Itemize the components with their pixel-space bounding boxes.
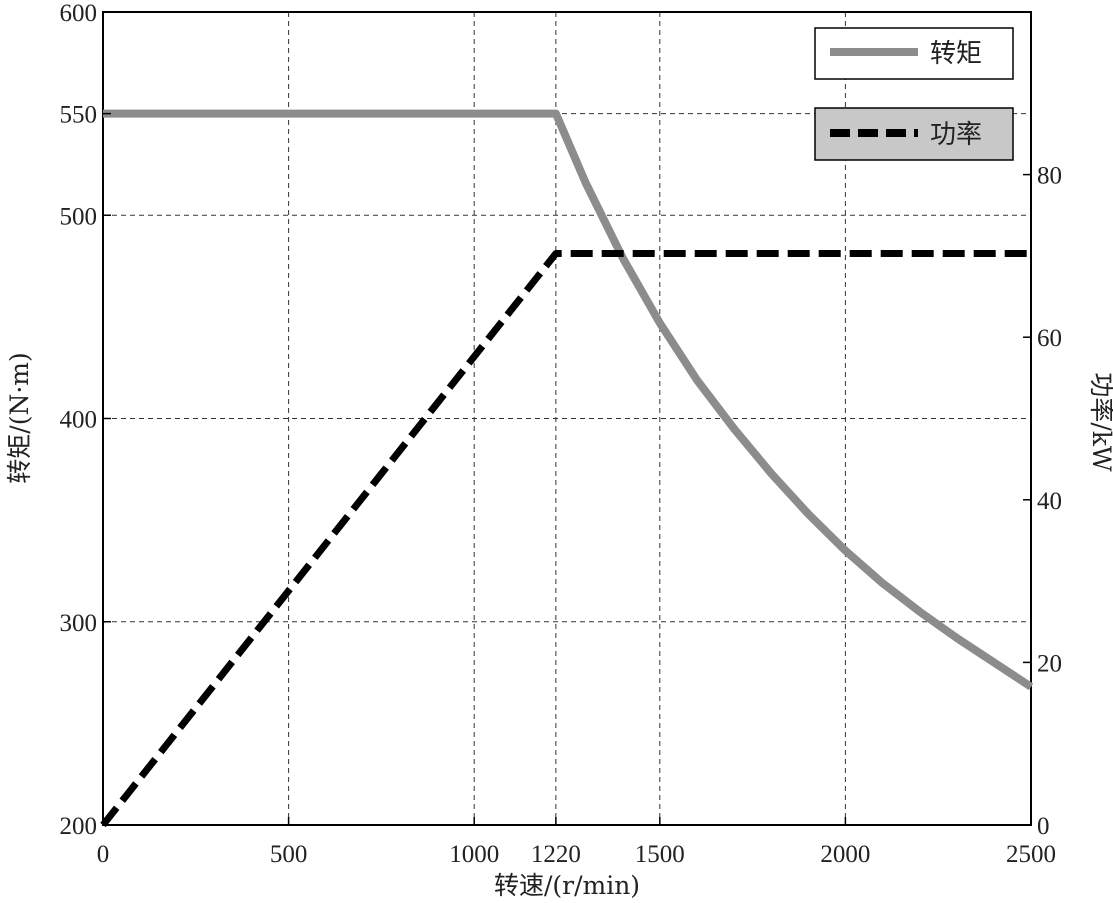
y-right-tick-label-60: 60 xyxy=(1037,325,1062,352)
legend-torque-label: 转矩 xyxy=(930,39,982,69)
y-left-tick-label-500: 500 xyxy=(60,203,98,230)
x-tick-label-0: 0 xyxy=(97,841,110,868)
y-axis-right-title: 功率/kW xyxy=(1087,372,1113,472)
x-tick-label-1220: 1220 xyxy=(531,841,581,868)
x-tick-label-2000: 2000 xyxy=(820,841,870,868)
series-layer xyxy=(100,109,1034,828)
y-axis-left-title: 转矩/(N·m) xyxy=(5,352,34,483)
x-tick-label-2500: 2500 xyxy=(1006,841,1056,868)
tick-labels: 0 500 1000 1220 1500 2000 25002003004005005506… xyxy=(60,0,1063,868)
y-left-tick-label-300: 300 xyxy=(60,610,98,637)
x-axis-title: 转速/(r/min) xyxy=(494,871,640,900)
legend-power-label: 功率 xyxy=(930,120,982,150)
y-right-tick-label-20: 20 xyxy=(1037,650,1062,677)
y-right-tick-label-0: 0 xyxy=(1037,813,1050,840)
legend-torque: 转矩 xyxy=(814,27,1014,80)
x-tick-label-1000: 1000 xyxy=(449,841,499,868)
x-tick-label-500: 500 xyxy=(270,841,308,868)
y-left-tick-label-400: 400 xyxy=(60,407,98,434)
legend-power: 功率 xyxy=(814,107,1014,161)
y-right-tick-label-80: 80 xyxy=(1037,163,1062,190)
y-right-tick-label-40: 40 xyxy=(1037,488,1062,515)
y-left-tick-label-600: 600 xyxy=(60,0,98,27)
y-left-tick-label-550: 550 xyxy=(60,102,98,129)
x-tick-label-1500: 1500 xyxy=(635,841,685,868)
series-line-power xyxy=(100,250,1031,828)
y-left-tick-label-200: 200 xyxy=(60,813,98,840)
series-line-torque xyxy=(103,109,1034,691)
